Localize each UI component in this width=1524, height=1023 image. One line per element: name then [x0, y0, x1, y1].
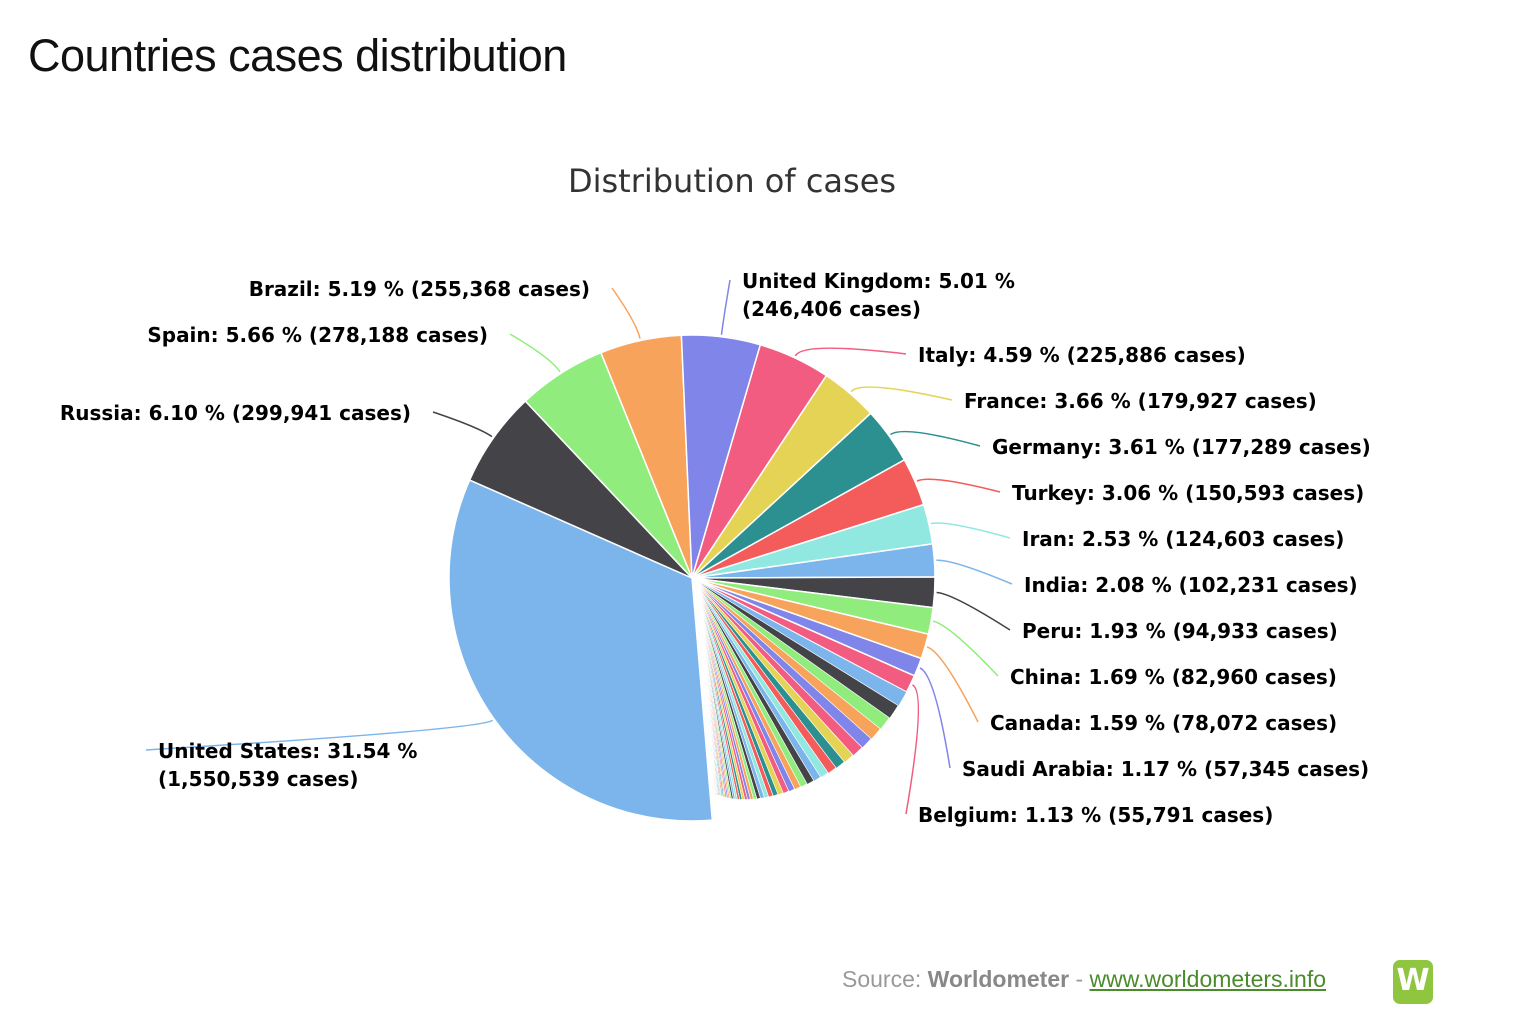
source-credit: Source: Worldometer - www.worldometers.i… — [842, 966, 1326, 993]
pie-slice-minor[interactable] — [691, 577, 802, 790]
pie-slice-minor[interactable] — [691, 577, 743, 801]
data-label-united-states: United States: 31.54 % (1,550,539 cases) — [158, 739, 417, 791]
chart-title: Distribution of cases — [568, 162, 896, 200]
source-separator: - — [1075, 966, 1084, 992]
connector-russia — [432, 411, 493, 438]
data-label-united-kingdom: United Kingdom: 5.01 % (246,406 cases) — [742, 269, 1015, 321]
pie-slice-minor[interactable] — [691, 577, 754, 800]
pie-slice-minor[interactable] — [691, 577, 845, 769]
connector-united-states — [145, 719, 494, 751]
connector-turkey — [916, 478, 1001, 493]
data-label-turkey: Turkey: 3.06 % (150,593 cases) — [1012, 481, 1364, 505]
pie-slice-minor[interactable] — [691, 577, 795, 793]
pie-slice-minor[interactable] — [691, 577, 854, 763]
pie-slice-minor[interactable] — [691, 577, 748, 801]
pie-slice-minor[interactable] — [691, 577, 769, 799]
connector-india — [936, 559, 1013, 585]
connector-spain — [509, 333, 561, 373]
pie-slice-minor[interactable] — [691, 577, 779, 797]
pie-slice-minor[interactable] — [691, 577, 711, 797]
pie-slice-minor[interactable] — [691, 577, 751, 801]
source-name: Worldometer — [927, 966, 1070, 992]
pie-slice-minor[interactable] — [691, 577, 746, 801]
data-label-italy: Italy: 4.59 % (225,886 cases) — [918, 343, 1246, 367]
connector-belgium — [905, 684, 920, 815]
data-label-canada: Canada: 1.59 % (78,072 cases) — [990, 711, 1337, 735]
pie-slice-minor[interactable] — [691, 577, 758, 800]
pie-slice-minor[interactable] — [691, 577, 729, 799]
pie-slice-minor[interactable] — [691, 577, 727, 798]
pie-slice-minor[interactable] — [691, 577, 734, 800]
data-label-france: France: 3.66 % (179,927 cases) — [964, 389, 1317, 413]
data-label-peru: Peru: 1.93 % (94,933 cases) — [1022, 619, 1338, 643]
pie-slice-minor[interactable] — [691, 577, 872, 749]
connector-germany — [890, 430, 981, 447]
pie-slice-minor[interactable] — [691, 577, 790, 794]
data-label-iran: Iran: 2.53 % (124,603 cases) — [1022, 527, 1344, 551]
pie-slice-minor[interactable] — [691, 577, 837, 774]
pie-slice-minor[interactable] — [691, 577, 726, 798]
data-label-germany: Germany: 3.61 % (177,289 cases) — [992, 435, 1371, 459]
pie-slice-minor[interactable] — [691, 577, 732, 799]
data-label-belgium: Belgium: 1.13 % (55,791 cases) — [918, 803, 1273, 827]
pie-slice-minor[interactable] — [691, 577, 731, 799]
pie-slice-minor[interactable] — [691, 577, 881, 740]
connector-brazil — [611, 287, 641, 339]
pie-slice-minor[interactable] — [691, 577, 784, 796]
connector-united-kingdom — [720, 279, 731, 335]
pie-slice-minor[interactable] — [691, 577, 907, 707]
pie-slice-minor[interactable] — [691, 577, 863, 757]
pie-slice-minor[interactable] — [691, 577, 829, 778]
worldometer-logo-icon[interactable]: W — [1393, 960, 1433, 1004]
pie-slice-united-states[interactable] — [448, 479, 714, 822]
data-label-india: India: 2.08 % (102,231 cases) — [1024, 573, 1358, 597]
data-label-spain: Spain: 5.66 % (278,188 cases) — [147, 323, 488, 347]
pie-slice-minor[interactable] — [691, 577, 815, 785]
connector-china — [932, 620, 999, 677]
connector-france — [850, 386, 953, 401]
data-label-china: China: 1.69 % (82,960 cases) — [1010, 665, 1337, 689]
pie-slice-minor[interactable] — [691, 577, 822, 782]
data-label-russia: Russia: 6.10 % (299,941 cases) — [60, 401, 411, 425]
pie-slice-minor[interactable] — [691, 577, 899, 719]
connector-italy — [794, 347, 907, 357]
pie-slice-minor[interactable] — [691, 577, 765, 799]
connector-saudi-arabia — [919, 667, 951, 769]
connector-peru — [936, 591, 1011, 631]
pie-slice-minor[interactable] — [691, 577, 736, 800]
data-label-saudi-arabia: Saudi Arabia: 1.17 % (57,345 cases) — [962, 757, 1369, 781]
data-label-brazil: Brazil: 5.19 % (255,368 cases) — [249, 277, 590, 301]
pie-slice-minor[interactable] — [691, 577, 741, 800]
pie-slice-minor[interactable] — [691, 577, 808, 788]
pie-slice-minor[interactable] — [691, 577, 738, 800]
pie-slice-minor[interactable] — [691, 577, 774, 798]
pie-slice-minor[interactable] — [691, 577, 890, 730]
connector-iran — [930, 522, 1011, 539]
page-title: Countries cases distribution — [28, 30, 567, 81]
pie-slice-minor[interactable] — [691, 577, 761, 800]
source-prefix: Source: — [842, 966, 922, 992]
source-link[interactable]: www.worldometers.info — [1089, 966, 1327, 992]
connector-canada — [926, 646, 979, 723]
